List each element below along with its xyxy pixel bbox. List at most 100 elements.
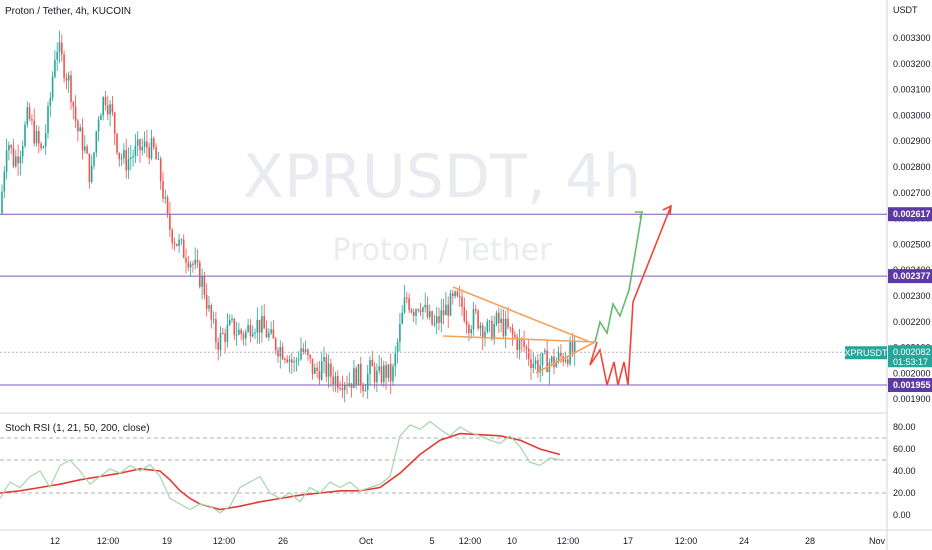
candle-body [284, 359, 286, 361]
candle-body [169, 213, 171, 230]
triangle-upper-line[interactable] [452, 286, 591, 343]
candle-body [201, 276, 203, 287]
chart-title: Proton / Tether, 4h, KUCOIN [5, 6, 131, 17]
candle-body [21, 146, 24, 157]
candle-body [311, 358, 314, 374]
candle-body [307, 349, 309, 356]
stoch-k-line [0, 420, 561, 514]
candle-body [226, 325, 229, 342]
candle-body [304, 349, 307, 352]
candle-body [560, 352, 562, 357]
level-tag [888, 207, 932, 222]
candle-body [120, 158, 123, 160]
stoch-bands [0, 437, 887, 494]
stoch-tick-label: 60.00 [893, 444, 916, 454]
candle-body [8, 145, 10, 151]
candle-body [192, 263, 194, 265]
candle-body [518, 338, 521, 350]
candle-body [447, 304, 449, 316]
drawings[interactable] [442, 204, 672, 386]
symbol-badge [845, 346, 887, 360]
horizontal-levels [0, 213, 887, 386]
candle-body [350, 383, 353, 388]
triangle-lower-line[interactable] [535, 341, 596, 374]
candle-body [247, 325, 249, 332]
last-price-tag [888, 345, 932, 368]
candle-body [272, 329, 275, 339]
candle-body [210, 305, 213, 320]
time-tick-label: 5 [429, 536, 434, 546]
time-tick-label: 12:00 [213, 536, 236, 546]
candle-body [293, 361, 295, 363]
candle-body [274, 338, 277, 351]
candle-body [325, 357, 328, 377]
candle-body [403, 297, 406, 313]
stoch-tick-label: 0.00 [893, 510, 911, 520]
candle-body [567, 359, 569, 364]
triangle-base-line[interactable] [442, 335, 596, 343]
candle-body [573, 341, 576, 354]
last-price-value: 0.002082 [893, 347, 931, 357]
candle-body [300, 348, 302, 360]
candle-body [378, 366, 380, 371]
candle-body [100, 115, 102, 120]
candle-body [150, 138, 153, 159]
candle-body [429, 311, 431, 318]
price-tick-label: 0.003100 [893, 85, 931, 95]
candle-body [380, 366, 383, 383]
candle-body [323, 357, 325, 362]
candle-body [406, 297, 408, 299]
candle-body [408, 298, 410, 310]
candle-body [143, 141, 146, 147]
price-tick-label: 0.003300 [893, 33, 931, 43]
currency-label: USDT [893, 5, 918, 15]
candle-body [182, 239, 185, 258]
time-tick-label: 12 [50, 536, 60, 546]
stoch-axis[interactable]: 80.00 60.00 40.00 20.00 0.00 [893, 422, 916, 520]
candle-body [139, 139, 141, 151]
candle-body [475, 309, 477, 311]
candle-body [396, 342, 399, 354]
candle-body [166, 197, 169, 214]
candle-body [107, 105, 109, 115]
time-axis[interactable]: 12 12:00 19 12:00 26 Oct 5 12:00 10 12:00 17 12:00 2… [50, 536, 886, 546]
candle-body [297, 359, 300, 361]
candle-body [109, 104, 111, 115]
level-tag-text: 0.002617 [893, 209, 931, 219]
symbol-badge-text: XPRUSDT [844, 348, 888, 358]
candle-body [70, 75, 72, 103]
candle-body [509, 327, 512, 329]
candle-body [376, 370, 378, 383]
candle-body [318, 371, 321, 380]
candle-body [504, 318, 507, 336]
level-tag-text: 0.001955 [893, 380, 931, 390]
candle-body [353, 368, 355, 388]
candle-body [208, 305, 210, 309]
candle-body [369, 360, 371, 375]
candle-body [553, 356, 555, 368]
candle-body [470, 329, 472, 334]
candle-body [51, 76, 54, 98]
candle-body [468, 325, 470, 334]
candle-body [5, 150, 8, 172]
candle-body [254, 332, 256, 334]
candle-body [426, 304, 429, 318]
candle-body [238, 329, 240, 335]
candle-body [134, 145, 137, 156]
candle-body [130, 157, 132, 160]
candle-body [399, 323, 401, 343]
candle-body [410, 309, 413, 312]
projection-bear-path[interactable] [589, 205, 672, 386]
time-tick-label: 28 [805, 536, 815, 546]
candle-body [125, 150, 127, 171]
candle-body [465, 320, 468, 326]
candle-body [148, 147, 150, 159]
candle-body [15, 156, 17, 167]
candle-body [348, 383, 351, 387]
candle-body [364, 390, 367, 392]
candle-body [291, 359, 293, 363]
candle-body [123, 150, 125, 159]
projection-bull-path[interactable] [594, 211, 643, 343]
candle-body [493, 324, 495, 340]
